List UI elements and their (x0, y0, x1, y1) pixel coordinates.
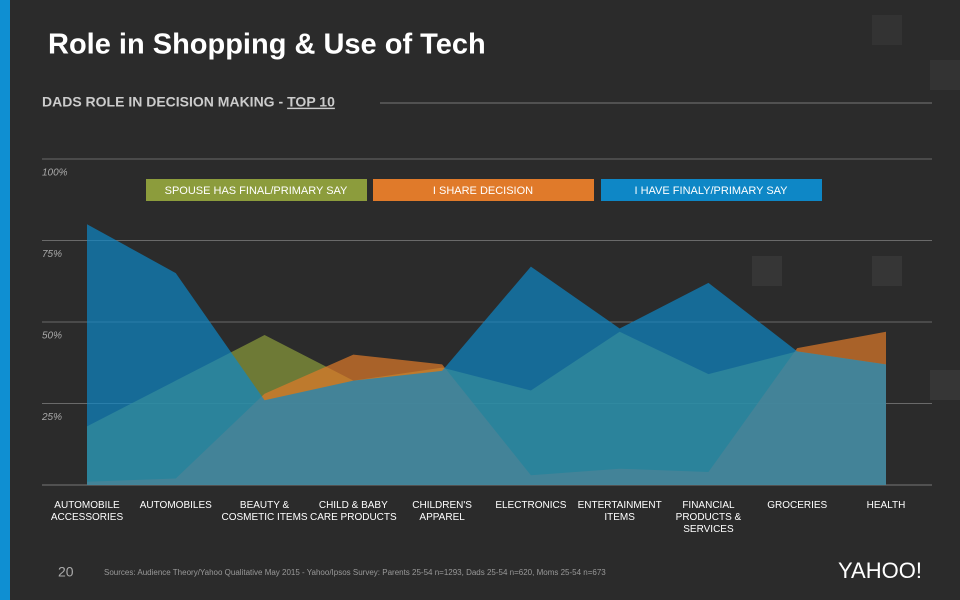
x-tick-label: GROCERIES (767, 500, 828, 511)
decor (930, 60, 960, 90)
logo: YAHOO! (838, 558, 922, 583)
y-tick-label: 25% (41, 412, 62, 423)
decor (930, 370, 960, 400)
source: Sources: Audience Theory/Yahoo Qualitati… (104, 568, 606, 577)
title: Role in Shopping & Use of Tech (48, 29, 486, 61)
legend-swatch (146, 179, 367, 201)
x-tick-label: AUTOMOBILES (139, 500, 212, 511)
x-tick-label: BEAUTY & COSMETIC ITEMS (221, 500, 308, 523)
x-tick-label: CHILDREN'S APPAREL (412, 500, 472, 523)
x-tick-label: ELECTRONICS (495, 500, 567, 511)
page-number: 20 (58, 564, 74, 580)
legend-swatch (373, 179, 594, 201)
accent-bar (0, 0, 10, 600)
legend-swatch (601, 179, 822, 201)
x-tick-label: CHILD & BABY CARE PRODUCTS (309, 500, 397, 523)
y-tick-label: 75% (42, 249, 62, 260)
x-tick-label: AUTOMOBILE ACCESSORIES (50, 500, 124, 523)
decor (752, 256, 782, 286)
subtitle-emphasis: TOP 10 (287, 94, 335, 110)
y-tick-label: 50% (42, 331, 62, 342)
subtitle: DADS ROLE IN DECISION MAKING - (42, 94, 283, 110)
legend-label: SPOUSE HAS FINAL/PRIMARY SAY (165, 185, 348, 197)
x-tick-label: FINANCIAL PRODUCTS & SERVICES (675, 500, 742, 535)
y-tick-label: 100% (42, 168, 68, 179)
area (87, 224, 886, 485)
x-tick-label: ENTERTAINMENT ITEMS (577, 500, 662, 523)
legend-label: I SHARE DECISION (433, 185, 533, 197)
legend-label: I HAVE FINALY/PRIMARY SAY (634, 185, 788, 197)
x-tick-label: HEALTH (866, 500, 906, 511)
decor (872, 256, 902, 286)
decor (872, 15, 902, 45)
